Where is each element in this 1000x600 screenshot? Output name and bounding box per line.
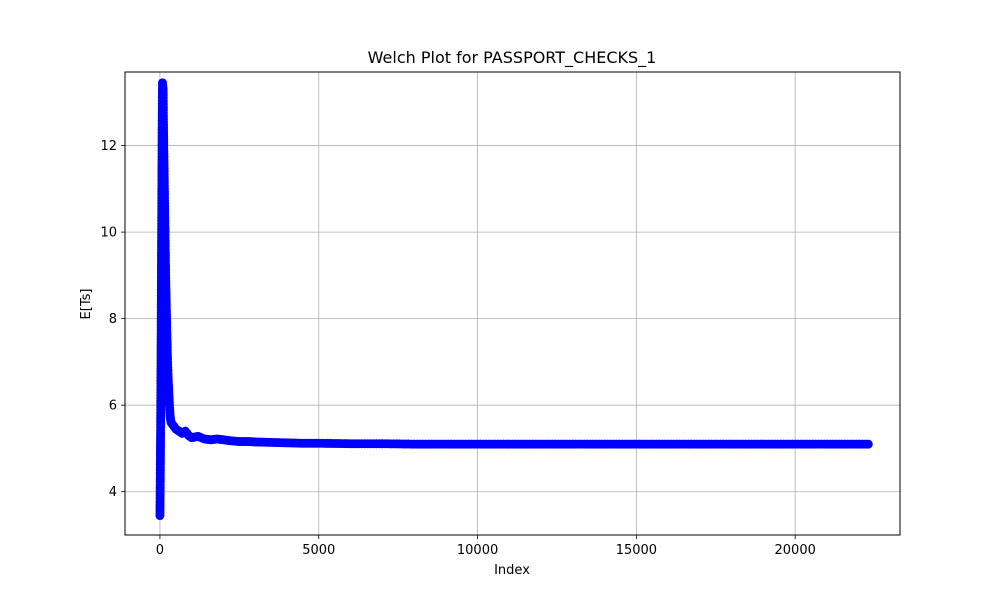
- y-axis: 4 6 8 10 12: [100, 139, 125, 500]
- x-tick-label: 20000: [775, 543, 816, 558]
- y-tick-label: 6: [109, 399, 117, 414]
- y-tick-label: 12: [100, 139, 117, 154]
- x-tick-label: 5000: [302, 543, 335, 558]
- y-tick-label: 8: [109, 312, 117, 327]
- x-tick-label: 10000: [457, 543, 498, 558]
- plot-area-frame: [124, 71, 901, 536]
- grid-layer: [125, 72, 900, 535]
- x-tick-label: 0: [156, 543, 164, 558]
- chart-title: Welch Plot for PASSPORT_CHECKS_1: [368, 48, 657, 68]
- y-axis-label: E[Ts]: [79, 289, 94, 320]
- x-axis: 0 5000 10000 15000 20000: [156, 535, 816, 558]
- x-axis-label: Index: [494, 563, 530, 578]
- y-tick-label: 10: [100, 226, 117, 241]
- x-tick-label: 15000: [616, 543, 657, 558]
- data-point: [863, 439, 873, 449]
- y-tick-label: 4: [109, 485, 117, 500]
- series-layer: [155, 78, 873, 521]
